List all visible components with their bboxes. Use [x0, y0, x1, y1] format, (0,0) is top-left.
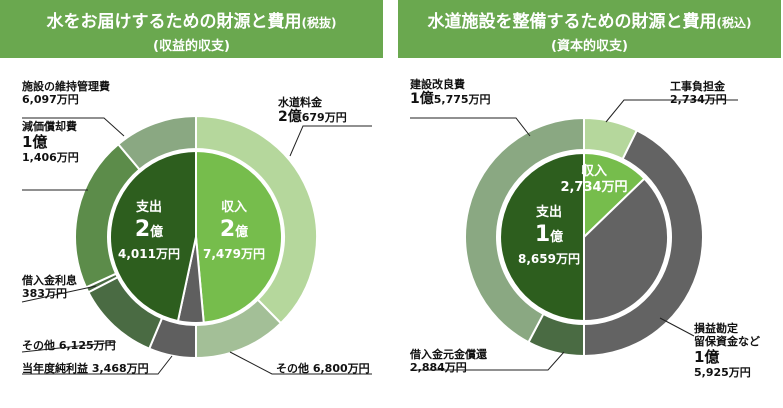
- right-expense-label: 支出: [535, 205, 562, 220]
- right-title: 水道施設を整備するための財源と費用(税込): [427, 12, 752, 32]
- label-other-expense: その他 6,125万円: [22, 339, 116, 352]
- leader-construction: [410, 117, 531, 137]
- right-income-amount: 2,734万円: [560, 180, 628, 195]
- outer-segment-4: [464, 116, 585, 344]
- leader-subsidy: [605, 99, 738, 123]
- label-depreciation: 減価償却費 1億 1,406万円: [22, 120, 79, 164]
- right-income-center: 収入 2,734万円: [558, 164, 630, 195]
- right-title-suffix: (税込): [716, 16, 752, 30]
- right-expense-sub: 8,659万円: [518, 252, 580, 266]
- label-loan-repay: 借入金元金償還 2,884万円: [410, 348, 487, 374]
- left-income-sub: 7,479万円: [203, 247, 265, 261]
- outer-segment-7: [116, 114, 197, 171]
- right-inner-pie: [499, 151, 669, 323]
- inner-expense-slice: [499, 151, 585, 323]
- left-inner-pie: [109, 149, 283, 324]
- left-expense-center: 支出 2億 4,011万円: [110, 200, 188, 262]
- right-expense-big: 1億: [534, 222, 564, 247]
- leader-net-profit: [22, 355, 173, 375]
- label-subsidy: 工事負担金 2,734万円: [670, 80, 727, 106]
- leader-water-fee: [289, 125, 372, 157]
- label-net-profit: 当年度純利益 3,468万円: [22, 362, 149, 375]
- left-expense-big: 2億: [134, 217, 164, 242]
- left-subtitle: (収益的収支): [153, 39, 230, 54]
- leader-interest: [21, 285, 97, 303]
- label-interest: 借入金利息 383万円: [22, 274, 77, 300]
- left-income-center: 収入 2億 7,479万円: [195, 200, 273, 262]
- inner-income-slice: [195, 149, 283, 324]
- inner-expense-slice: [109, 149, 197, 323]
- left-header: 水をお届けするための財源と費用(税抜) (収益的収支): [0, 0, 383, 58]
- label-reserve: 損益勘定 留保資金など 1億 5,925万円: [694, 322, 760, 379]
- left-leader-lines: [21, 117, 372, 375]
- left-income-label: 収入: [220, 200, 247, 215]
- label-facility: 施設の維持管理費 6,097万円: [22, 80, 110, 106]
- left-outer-ring: [74, 114, 318, 360]
- outer-segment-1: [195, 114, 318, 325]
- right-subtitle: (資本的収支): [551, 39, 628, 54]
- outer-segment-2: [583, 129, 704, 358]
- right-outer-ring: [464, 116, 704, 358]
- left-title-suffix: (税抜): [301, 16, 337, 30]
- right-leader-lines: [410, 99, 738, 371]
- leader-reserve: [659, 317, 695, 337]
- right-income-label: 収入: [580, 164, 607, 179]
- leader-loan-repay: [410, 351, 565, 371]
- right-donut-chart: [410, 99, 738, 371]
- left-donut-chart: [21, 114, 372, 375]
- right-panel: 水道施設を整備するための財源と費用(税込) (資本的収支) 支出 1億 8,65…: [398, 0, 781, 408]
- right-expense-center: 支出 1億 8,659万円: [506, 205, 592, 267]
- left-panel: 水をお届けするための財源と費用(税抜) (収益的収支) 支出 2億 4,011万…: [0, 0, 383, 408]
- label-other-income: その他 6,800万円: [276, 362, 370, 375]
- left-title: 水をお届けするための財源と費用(税抜): [46, 12, 337, 32]
- label-construction: 建設改良費 1億5,775万円: [410, 78, 491, 107]
- label-water-fee: 水道料金 2億679万円: [278, 96, 347, 125]
- inner-income-slice: [583, 151, 646, 240]
- leader-other-income: [229, 351, 372, 375]
- left-income-big: 2億: [219, 217, 249, 242]
- left-expense-sub: 4,011万円: [118, 247, 180, 261]
- inner-reserve-slice: [583, 177, 669, 323]
- left-expense-label: 支出: [135, 200, 162, 215]
- leader-other-expense: [21, 341, 117, 353]
- leader-facility: [22, 117, 125, 137]
- right-header: 水道施設を整備するための財源と費用(税込) (資本的収支): [398, 0, 781, 58]
